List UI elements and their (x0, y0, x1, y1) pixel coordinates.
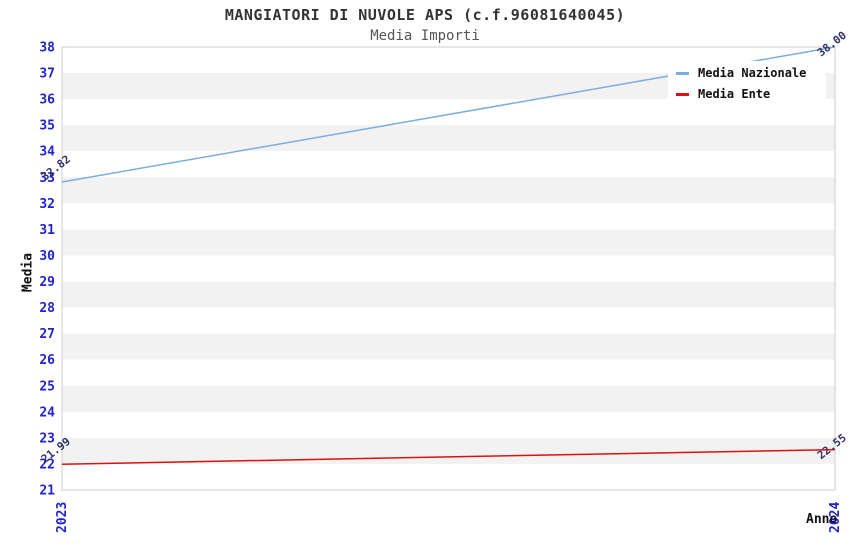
y-tick-label: 35 (39, 119, 55, 134)
y-tick-label: 36 (39, 93, 55, 108)
grid-band (62, 411, 835, 438)
y-tick-label: 31 (39, 223, 55, 238)
x-tick-label: 2024 (828, 502, 843, 533)
y-tick-label: 32 (39, 197, 55, 212)
media-nazionale-line-swatch (676, 71, 689, 75)
y-tick-label: 21 (39, 484, 55, 499)
grid-band (62, 359, 835, 386)
grid-band (62, 203, 835, 230)
legend-item-media-ente: Media Ente (676, 87, 818, 101)
y-tick-label: 29 (39, 275, 55, 290)
grid-band (62, 125, 835, 152)
y-tick-label: 33 (39, 171, 55, 186)
y-axis-label: Media (20, 252, 36, 293)
grid-band (62, 281, 835, 308)
series-line-media-ente (61, 448, 836, 465)
chart-title: MANGIATORI DI NUVOLE APS (c.f.9608164004… (224, 6, 626, 24)
y-tick-label: 25 (39, 379, 55, 394)
grid-band (62, 255, 835, 282)
grid-band (62, 151, 835, 178)
y-tick-label: 27 (39, 327, 55, 342)
grid-band (62, 437, 835, 464)
grid-band (62, 229, 835, 256)
y-tick-label: 22 (39, 457, 55, 472)
y-tick-label: 26 (39, 353, 55, 368)
grid-band (62, 177, 835, 204)
legend-item-media-nazionale: Media Nazionale (676, 66, 818, 80)
y-tick-label: 34 (39, 145, 55, 160)
grid-band (62, 463, 835, 490)
grid-band (62, 307, 835, 334)
y-tick-label: 24 (39, 405, 55, 420)
grid-band (62, 385, 835, 412)
media-ente-line-swatch (676, 92, 689, 96)
plot-border (61, 46, 836, 491)
chart-subtitle: Media Importi (370, 28, 480, 44)
legend-label-media-ente: Media Ente (698, 87, 771, 101)
y-tick-label: 37 (39, 67, 55, 82)
y-tick-label: 23 (39, 431, 55, 446)
x-axis-label: Anno (806, 512, 838, 527)
legend-label-media-nazionale: Media Nazionale (698, 66, 807, 80)
legend: Media Nazionale Media Ente (668, 61, 826, 106)
y-tick-label: 38 (39, 41, 55, 56)
grid-band (62, 333, 835, 360)
x-tick-label: 2023 (55, 502, 70, 533)
y-tick-label: 28 (39, 301, 55, 316)
y-tick-label: 30 (39, 249, 55, 264)
